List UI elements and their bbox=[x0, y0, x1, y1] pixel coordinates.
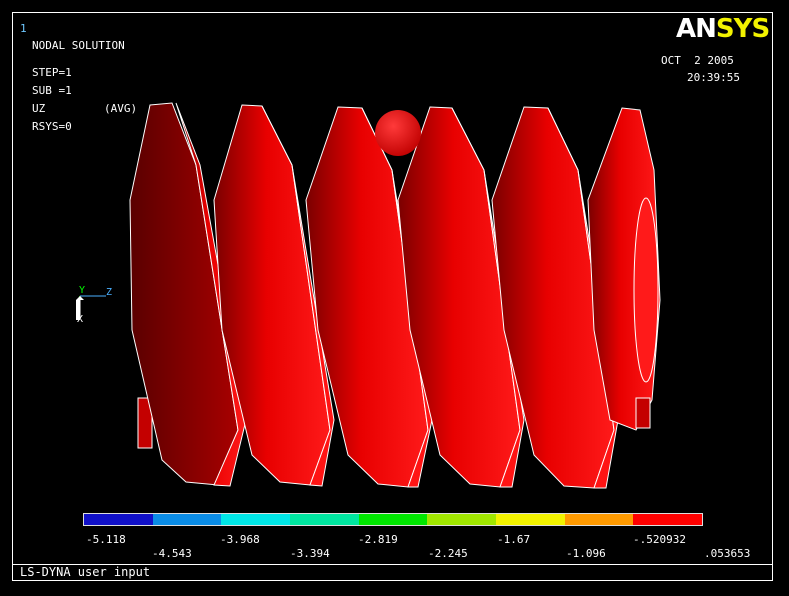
helix-disk bbox=[213, 104, 335, 487]
legend-label: -.520932 bbox=[633, 533, 686, 546]
helix-disk bbox=[397, 106, 525, 488]
legend-label: -3.394 bbox=[290, 547, 330, 560]
legend-color-swatch bbox=[358, 514, 428, 525]
footer-divider bbox=[13, 564, 772, 565]
footer-title: LS-DYNA user input bbox=[20, 565, 151, 579]
time-label: 20:39:55 bbox=[687, 71, 740, 84]
legend-color-swatch bbox=[633, 514, 703, 525]
legend-label: -1.67 bbox=[497, 533, 531, 546]
legend-color-swatch bbox=[152, 514, 222, 525]
legend-color-swatch bbox=[84, 514, 153, 525]
sub-label: SUB =1 bbox=[32, 84, 72, 97]
ansys-logo: ANSYS bbox=[676, 14, 770, 44]
legend-label: .053653 bbox=[704, 547, 751, 560]
helix-disk bbox=[129, 102, 247, 487]
variable-label: UZ bbox=[32, 102, 46, 115]
contour-legend-bar bbox=[83, 513, 703, 526]
helix-disk bbox=[491, 106, 619, 489]
window-number: 1 bbox=[20, 22, 27, 35]
rsys-label: RSYS=0 bbox=[32, 120, 72, 133]
avg-label: (AVG) bbox=[104, 102, 138, 115]
legend-label: -2.245 bbox=[428, 547, 468, 560]
legend-color-swatch bbox=[564, 514, 634, 525]
legend-label: -2.819 bbox=[358, 533, 398, 546]
legend-color-swatch bbox=[427, 514, 497, 525]
legend-label: -4.543 bbox=[152, 547, 192, 560]
step-label: STEP=1 bbox=[32, 66, 72, 79]
triad-x-label: X bbox=[77, 314, 84, 325]
triad-y-label: Y bbox=[79, 285, 86, 296]
base-block bbox=[137, 397, 153, 449]
helix-disk bbox=[587, 107, 661, 431]
legend-label: -1.096 bbox=[566, 547, 606, 560]
date-label: OCT 2 2005 bbox=[661, 54, 734, 67]
legend-color-swatch bbox=[221, 514, 291, 525]
contact-sphere bbox=[375, 110, 421, 156]
triad-z-label: Z bbox=[106, 287, 113, 298]
viewport-frame bbox=[12, 12, 773, 581]
legend-color-swatch bbox=[290, 514, 359, 525]
legend-label: -5.118 bbox=[86, 533, 126, 546]
legend-color-swatch bbox=[496, 514, 565, 525]
legend-label: -3.968 bbox=[220, 533, 260, 546]
plot-title: NODAL SOLUTION bbox=[32, 39, 125, 52]
axis-triad bbox=[76, 295, 106, 320]
